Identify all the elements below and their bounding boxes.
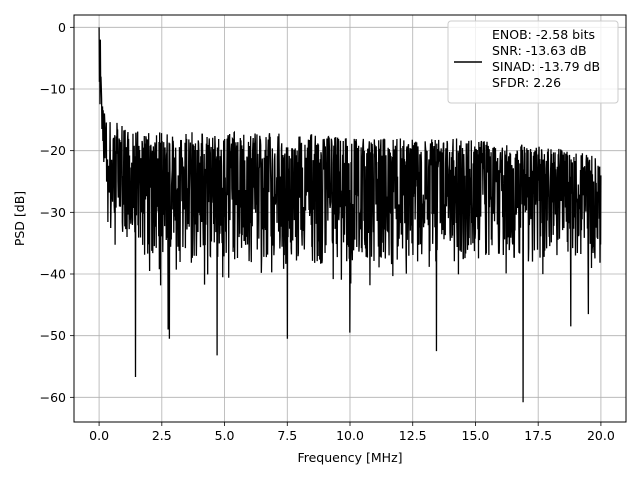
legend-entry-line: SNR: -13.63 dB — [492, 43, 587, 58]
y-tick-label: 0 — [58, 20, 66, 35]
plot-area — [98, 27, 602, 403]
x-tick-label: 2.5 — [152, 428, 172, 443]
y-tick-label: −40 — [40, 267, 66, 282]
x-tick-label: 17.5 — [524, 428, 552, 443]
legend-box — [447, 20, 619, 104]
x-tick-label: 5.0 — [215, 428, 235, 443]
x-tick-label: 0.0 — [89, 428, 109, 443]
x-tick-label: 10.0 — [336, 428, 364, 443]
axis-ticks: 0.0 2.5 5.0 7.5 10.0 12.5 15.0 17.5 20.0 0 −10 −20 −… — [40, 20, 615, 443]
x-tick-label: 7.5 — [277, 428, 297, 443]
legend-entry-line: SFDR: 2.26 — [492, 75, 561, 90]
x-axis-label: Frequency [MHz] — [297, 450, 402, 465]
y-tick-label: −50 — [40, 328, 66, 343]
y-axis-label: PSD [dB] — [12, 191, 27, 246]
y-tick-label: −60 — [40, 390, 66, 405]
psd-series-line — [98, 27, 602, 403]
y-tick-label: −30 — [40, 205, 66, 220]
x-tick-label: 20.0 — [587, 428, 615, 443]
legend-entry-line: SINAD: -13.79 dB — [492, 59, 600, 74]
y-tick-label: −20 — [40, 143, 66, 158]
legend-entry-line: ENOB: -2.58 bits — [492, 27, 595, 42]
y-tick-label: −10 — [40, 82, 66, 97]
x-tick-label: 15.0 — [462, 428, 490, 443]
x-tick-label: 12.5 — [399, 428, 427, 443]
